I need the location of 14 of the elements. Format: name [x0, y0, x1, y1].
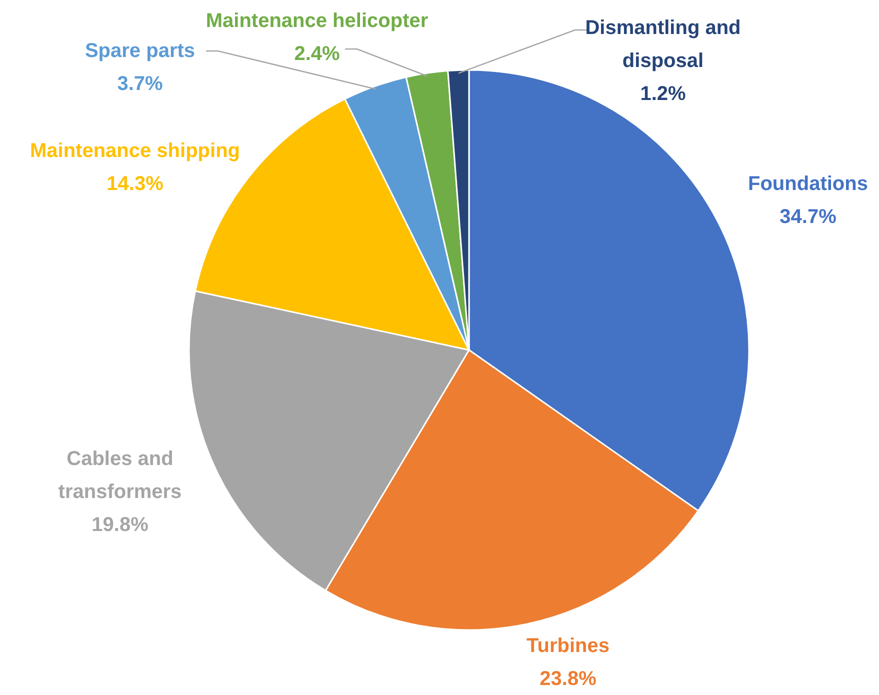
data-label: 1.2%	[640, 83, 686, 105]
data-label: 23.8%	[540, 668, 597, 690]
data-label: 34.7%	[780, 206, 837, 228]
slice-label: Foundations	[748, 173, 868, 195]
slice-label: Cables and transformers	[58, 448, 182, 503]
data-label: 19.8%	[92, 514, 149, 536]
slice-label: Turbines	[526, 635, 610, 657]
slice-label: Dismantling and disposal	[585, 17, 741, 72]
slice-label: Maintenance shipping	[30, 140, 240, 162]
data-label: 3.7%	[117, 73, 164, 95]
slice-label: Maintenance helicopter	[206, 10, 428, 32]
data-label: 14.3%	[106, 173, 164, 195]
slice-label: Spare parts	[84, 40, 196, 62]
data-label: 2.4%	[294, 43, 340, 65]
